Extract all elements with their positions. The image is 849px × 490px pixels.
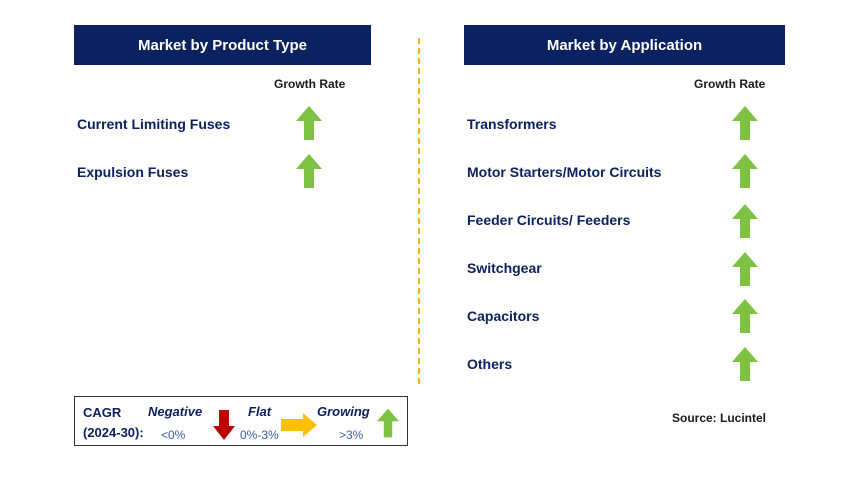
source-note: Source: Lucintel xyxy=(672,411,767,425)
list-item: Feeder Circuits/ Feeders xyxy=(467,212,631,228)
up-arrow-icon xyxy=(296,154,322,188)
dashed-divider xyxy=(418,38,420,384)
application-header: Market by Application xyxy=(464,25,785,65)
negative-label: Negative xyxy=(148,404,203,419)
product-type-header: Market by Product Type xyxy=(74,25,371,65)
down-arrow-icon xyxy=(213,410,235,440)
list-item: Others xyxy=(467,356,513,372)
cagr-period: (2024-30): xyxy=(83,425,144,440)
list-item: Transformers xyxy=(467,116,557,132)
up-arrow-icon xyxy=(732,204,758,238)
list-item: Current Limiting Fuses xyxy=(77,116,231,132)
up-arrow-icon xyxy=(732,347,758,381)
list-item: Motor Starters/Motor Circuits xyxy=(467,164,662,180)
flat-label: Flat xyxy=(248,404,272,419)
left-growth-rate-label: Growth Rate xyxy=(274,77,346,91)
growing-label: Growing xyxy=(317,404,370,419)
right-arrow-icon xyxy=(281,413,317,437)
up-arrow-icon xyxy=(732,252,758,286)
product-type-title: Market by Product Type xyxy=(138,36,307,54)
cagr-legend: CAGR (2024-30): Negative <0% Flat 0%-3% … xyxy=(74,396,408,446)
list-item: Expulsion Fuses xyxy=(77,164,189,180)
application-title: Market by Application xyxy=(546,36,703,54)
up-arrow-icon xyxy=(732,106,758,140)
right-growth-rate-label: Growth Rate xyxy=(694,77,766,91)
up-arrow-icon xyxy=(296,106,322,140)
up-arrow-icon xyxy=(732,299,758,333)
list-item: Switchgear xyxy=(467,260,542,276)
growing-value: >3% xyxy=(339,428,364,442)
up-arrow-icon xyxy=(732,154,758,188)
flat-value: 0%-3% xyxy=(240,428,279,442)
list-item: Capacitors xyxy=(467,308,540,324)
negative-value: <0% xyxy=(161,428,186,442)
cagr-label: CAGR xyxy=(83,405,122,420)
up-arrow-icon xyxy=(377,408,399,438)
